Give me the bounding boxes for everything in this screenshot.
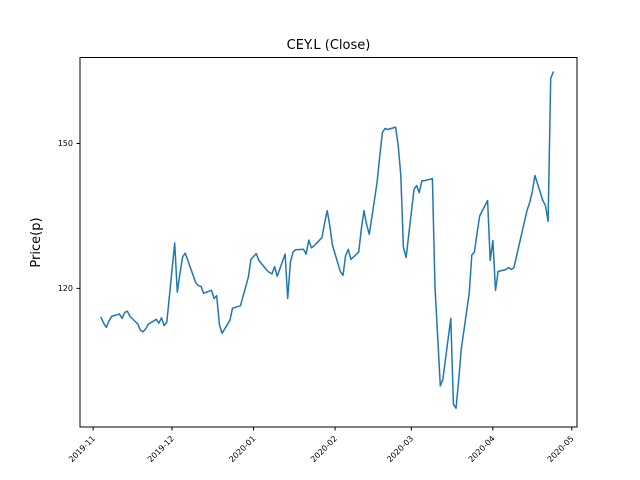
price-line xyxy=(100,71,555,409)
x-tick-label: 2020-01 xyxy=(227,434,257,464)
x-tick-label: 2020-03 xyxy=(385,434,415,464)
x-tick-label: 2020-04 xyxy=(467,434,497,464)
y-axis-ticks: 120 150 xyxy=(58,139,80,293)
x-axis-ticks: 2019-11 2019-12 2020-01 2020-02 2020-03 2020-… xyxy=(67,427,576,464)
x-tick-label: 2020-05 xyxy=(546,434,576,464)
chart-title: CEY.L (Close) xyxy=(287,38,371,53)
y-tick-label: 150 xyxy=(58,139,73,148)
x-tick-label: 2020-02 xyxy=(309,434,339,464)
x-tick-label: 2019-12 xyxy=(146,434,176,464)
plot-border xyxy=(79,57,578,428)
y-tick-label: 120 xyxy=(58,284,73,293)
x-tick-label: 2019-11 xyxy=(67,434,97,464)
y-axis-label: Price(p) xyxy=(29,217,44,267)
